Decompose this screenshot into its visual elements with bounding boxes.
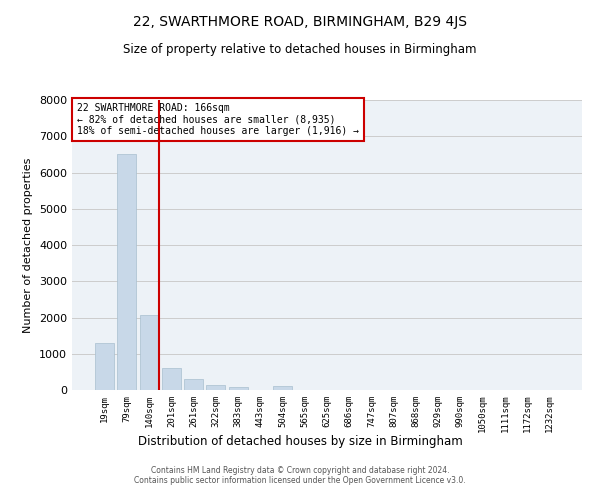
Bar bbox=[184, 379, 203, 390]
Y-axis label: Number of detached properties: Number of detached properties bbox=[23, 158, 34, 332]
Text: 22, SWARTHMORE ROAD, BIRMINGHAM, B29 4JS: 22, SWARTHMORE ROAD, BIRMINGHAM, B29 4JS bbox=[133, 15, 467, 29]
Text: Contains HM Land Registry data © Crown copyright and database right 2024.
Contai: Contains HM Land Registry data © Crown c… bbox=[134, 466, 466, 485]
Text: Size of property relative to detached houses in Birmingham: Size of property relative to detached ho… bbox=[123, 42, 477, 56]
Text: 22 SWARTHMORE ROAD: 166sqm
← 82% of detached houses are smaller (8,935)
18% of s: 22 SWARTHMORE ROAD: 166sqm ← 82% of deta… bbox=[77, 103, 359, 136]
Text: Distribution of detached houses by size in Birmingham: Distribution of detached houses by size … bbox=[137, 435, 463, 448]
Bar bbox=[206, 386, 225, 390]
Bar bbox=[229, 388, 248, 390]
Bar bbox=[140, 314, 158, 390]
Bar bbox=[273, 386, 292, 390]
Bar bbox=[118, 154, 136, 390]
Bar bbox=[162, 368, 181, 390]
Bar bbox=[95, 343, 114, 390]
